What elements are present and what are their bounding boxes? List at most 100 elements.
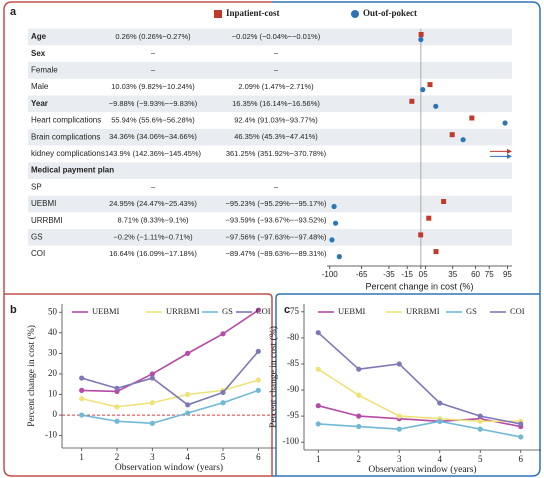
value-label: −89.47% (−89.63%−−89.31%) bbox=[226, 249, 327, 258]
x-tick-label: 35 bbox=[448, 270, 457, 279]
panel-label: a bbox=[10, 6, 17, 18]
row-shade bbox=[28, 28, 512, 46]
point bbox=[149, 420, 155, 426]
x-tick-label: 4 bbox=[185, 452, 190, 462]
x-tick-label: -100 bbox=[322, 270, 339, 279]
value-label: – bbox=[274, 49, 279, 58]
row-label: UEBMI bbox=[31, 199, 56, 208]
series-line bbox=[81, 309, 259, 393]
value-label: −93.59% (−93.67%−−93.52%) bbox=[226, 216, 327, 225]
row-label: URRBMI bbox=[31, 216, 63, 225]
value-label: 0.26% (0.26%−0.27%) bbox=[115, 32, 191, 41]
value-label: 143.9% (142.36%−145.45%) bbox=[105, 149, 202, 158]
y-tick-label: -85 bbox=[287, 358, 299, 368]
point bbox=[420, 87, 426, 93]
point bbox=[356, 366, 362, 372]
point bbox=[396, 361, 402, 367]
row-label: Sex bbox=[31, 49, 46, 58]
point bbox=[114, 385, 120, 391]
y-tick-label: -80 bbox=[287, 332, 299, 342]
y-tick-label: 10 bbox=[48, 389, 58, 399]
x-tick-label: 95 bbox=[503, 270, 512, 279]
value-label: 8.71% (8.33%−9.1%) bbox=[117, 216, 189, 225]
legend-label: COI bbox=[256, 306, 271, 316]
off-scale-arrow bbox=[490, 148, 512, 154]
x-tick-label: -15 bbox=[401, 270, 413, 279]
arrow-head bbox=[507, 153, 512, 159]
line-panel: c -100 -95 -90 -85 -80 -75 1 2 3 4 5 6 Observation wi… bbox=[268, 304, 541, 475]
point bbox=[149, 371, 155, 377]
series-line bbox=[318, 404, 521, 428]
legend-label: Inpatient-cost bbox=[226, 8, 280, 18]
value-label: 46.35% (45.3%−47.41%) bbox=[234, 132, 318, 141]
legend-label: GS bbox=[222, 306, 233, 316]
point bbox=[396, 413, 402, 419]
series-line bbox=[81, 389, 259, 425]
value-label: 55.94% (55.6%−56.28%) bbox=[111, 115, 195, 124]
point bbox=[418, 36, 424, 43]
y-tick-label: -10 bbox=[45, 430, 57, 440]
point bbox=[255, 387, 261, 393]
point bbox=[79, 387, 85, 393]
panel-label: c bbox=[284, 304, 290, 316]
row-label: COI bbox=[31, 249, 45, 258]
point bbox=[502, 120, 508, 126]
legend-label: URRBMI bbox=[166, 306, 200, 316]
point bbox=[427, 82, 433, 88]
point bbox=[255, 348, 261, 354]
point bbox=[437, 418, 443, 424]
y-tick-label: 20 bbox=[48, 368, 58, 378]
x-tick-label: -65 bbox=[356, 270, 368, 279]
row-label: GS bbox=[31, 233, 43, 242]
x-tick-label: 2 bbox=[115, 452, 120, 462]
point bbox=[331, 203, 337, 210]
point bbox=[114, 404, 120, 410]
point bbox=[79, 375, 85, 381]
frame-right bbox=[272, 1, 541, 477]
value-label: – bbox=[274, 65, 279, 74]
x-tick-label: 1 bbox=[79, 452, 84, 462]
x-tick-label: 5 bbox=[423, 270, 428, 279]
point bbox=[315, 366, 321, 372]
point bbox=[477, 418, 483, 424]
row-shade bbox=[28, 128, 512, 146]
y-tick-label: 40 bbox=[48, 327, 58, 337]
point bbox=[409, 98, 415, 104]
series-line bbox=[318, 420, 521, 438]
series-line bbox=[317, 332, 521, 425]
row-shade bbox=[28, 229, 512, 246]
value-label: 16.35% (16.14%−16.56%) bbox=[232, 99, 320, 108]
value-label: 92.4% (91.03%−93.77%) bbox=[234, 115, 318, 124]
row-label: Heart complications bbox=[31, 116, 101, 125]
value-label: 2.09% (1.47%−2.71%) bbox=[238, 82, 314, 91]
point bbox=[433, 249, 439, 255]
point bbox=[220, 331, 226, 337]
line-panel: b -10 0 10 20 30 40 50 1 2 3 4 5 6 Observation window … bbox=[10, 304, 276, 473]
legend-label: COI bbox=[510, 306, 525, 316]
row-label: Brain complications bbox=[31, 132, 100, 141]
series-line bbox=[317, 368, 521, 423]
legend-marker bbox=[351, 10, 359, 18]
value-label: −0.02% (−0.04%−−0.01%) bbox=[232, 32, 321, 41]
point bbox=[315, 403, 321, 409]
point bbox=[185, 402, 191, 408]
x-tick-label: 3 bbox=[397, 454, 402, 464]
x-axis-label: Observation window (years) bbox=[368, 464, 476, 475]
point bbox=[441, 199, 447, 204]
x-tick-label: 5 bbox=[221, 452, 226, 462]
point bbox=[426, 215, 432, 221]
y-tick-label: -95 bbox=[287, 410, 299, 420]
x-tick-label: 3 bbox=[150, 452, 155, 462]
series-line bbox=[81, 379, 259, 408]
point bbox=[149, 375, 155, 381]
row-label: Medical payment plan bbox=[31, 166, 114, 175]
y-tick-label: 30 bbox=[48, 347, 58, 357]
arrow-head bbox=[507, 148, 512, 154]
row-label: Female bbox=[31, 66, 58, 75]
off-scale-arrow bbox=[490, 153, 512, 159]
x-tick-label: 6 bbox=[519, 454, 524, 464]
x-axis-label: Observation window (years) bbox=[115, 462, 223, 473]
point bbox=[79, 412, 85, 418]
point bbox=[460, 137, 466, 143]
